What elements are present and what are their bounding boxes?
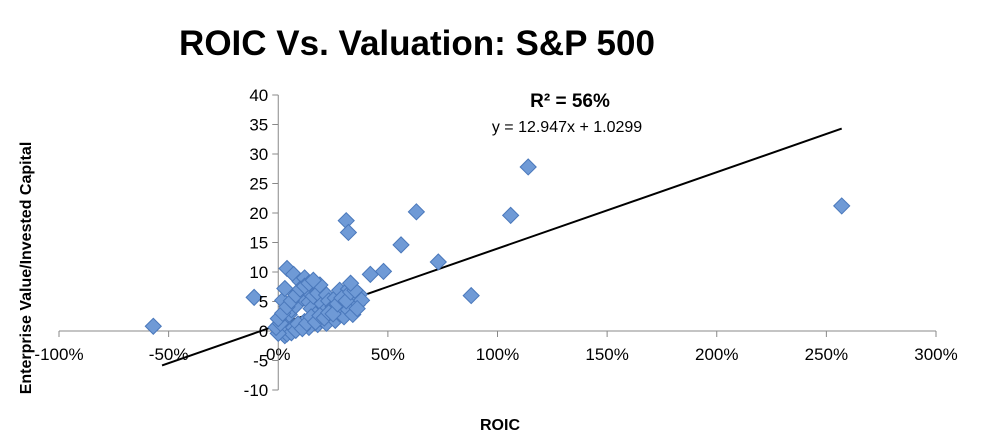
data-point	[462, 286, 480, 305]
data-point	[304, 271, 323, 289]
x-tick-label: -50%	[149, 345, 189, 364]
trendline-equation-label: y = 12.947x + 1.0299	[492, 119, 642, 136]
data-point	[833, 197, 851, 215]
tick-labels: -10 -5 0 5 10 15 20 25 30 35 40 -100% -50% 0% 50% 100% 1…	[34, 86, 957, 400]
x-tick-label: 300%	[914, 345, 957, 364]
x-tick-label: 250%	[805, 345, 848, 364]
data-point	[519, 158, 537, 176]
r-squared-label: R² = 56%	[530, 91, 610, 112]
data-point	[144, 317, 162, 335]
data-point	[361, 265, 380, 284]
y-tick-label: 40	[249, 86, 268, 105]
data-point	[374, 262, 393, 281]
y-tick-label: 0	[259, 322, 268, 341]
y-tick-label: 5	[259, 293, 268, 312]
y-tick-label: -10	[244, 381, 269, 400]
x-tick-label: -100%	[34, 345, 83, 364]
y-tick-label: 35	[249, 116, 268, 135]
data-point	[501, 206, 520, 225]
y-tick-label: -5	[253, 352, 268, 371]
chart-title: ROIC Vs. Valuation: S&P 500	[179, 24, 655, 63]
data-point	[348, 299, 366, 318]
y-tick-label: 15	[249, 234, 268, 253]
x-tick-label: 50%	[371, 345, 405, 364]
y-tick-label: 20	[249, 204, 268, 223]
x-tick-label: 200%	[695, 345, 738, 364]
y-tick-label: 10	[249, 263, 268, 282]
data-points	[144, 158, 851, 345]
data-point	[341, 274, 360, 292]
data-point	[407, 203, 426, 221]
data-point	[429, 253, 448, 271]
x-tick-label: 0%	[266, 345, 291, 364]
y-tick-label: 25	[249, 175, 268, 194]
x-axis-title: ROIC	[480, 417, 520, 434]
y-tick-label: 30	[249, 145, 268, 164]
x-tick-label: 100%	[476, 345, 519, 364]
data-point	[339, 223, 358, 242]
data-point	[276, 279, 294, 298]
x-tick-label: 150%	[585, 345, 628, 364]
y-axis-title: Enterprise Value/Invested Capital	[18, 142, 35, 395]
data-point	[245, 288, 263, 307]
data-point	[392, 236, 410, 254]
